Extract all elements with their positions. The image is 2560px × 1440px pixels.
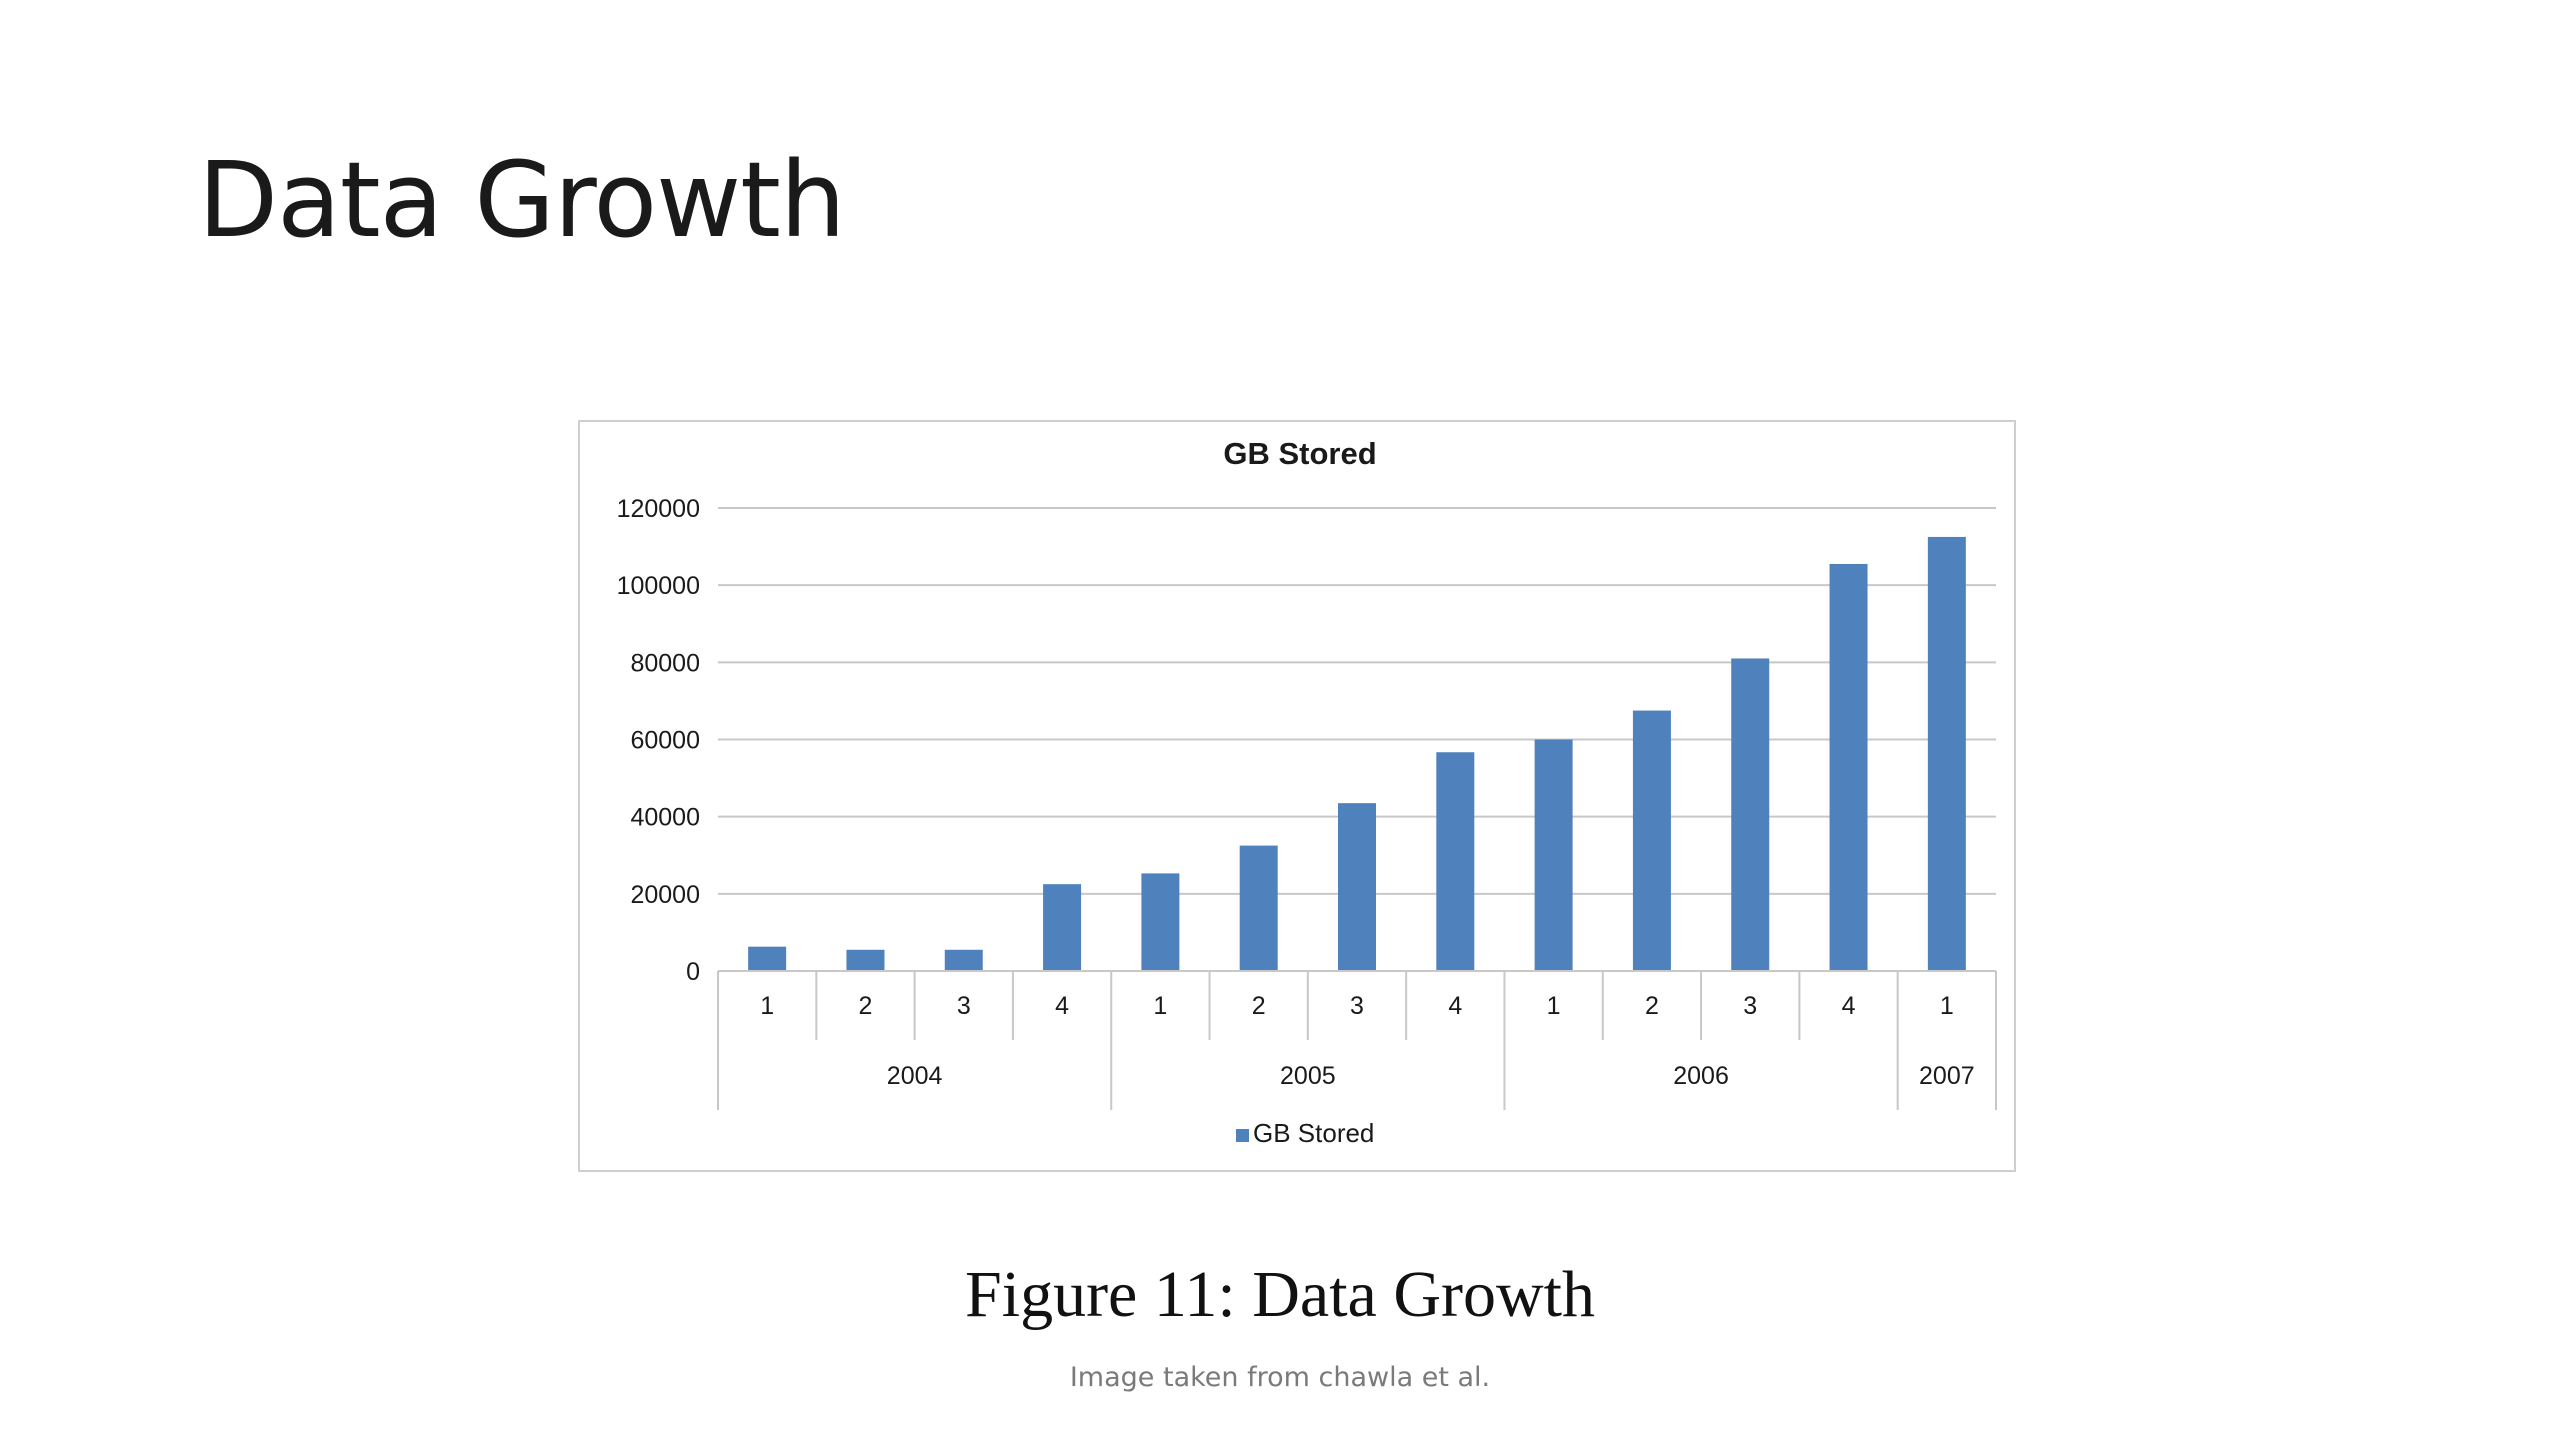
bar — [1043, 884, 1082, 971]
bar — [1927, 536, 1966, 971]
bar — [1534, 739, 1573, 971]
bar — [748, 946, 787, 971]
bar-chart: GB Stored 020000400006000080000100000120… — [617, 436, 1997, 1148]
x-group-label: 2005 — [1280, 1062, 1336, 1090]
x-category-label: 4 — [1448, 992, 1462, 1020]
bar — [1338, 803, 1376, 971]
x-axis: 1 2 3 4 1 2 3 4 1 2 3 4 1 2004 2005 2006 2007 — [717, 970, 1997, 1110]
y-axis-ticks: 0 20000 40000 60000 80000 100000 120000 — [617, 495, 700, 986]
chart-title: GB Stored — [1223, 436, 1376, 471]
x-category-label: 2 — [1252, 992, 1266, 1020]
bar — [1731, 658, 1770, 971]
x-category-label: 4 — [1842, 992, 1856, 1020]
slide-title: Data Growth — [198, 139, 846, 261]
x-category-label: 4 — [1055, 992, 1069, 1020]
x-category-label: 1 — [1153, 992, 1167, 1020]
bar — [846, 949, 885, 971]
grid-layer — [718, 507, 1996, 895]
bar — [1436, 752, 1475, 971]
y-tick-label: 100000 — [617, 572, 700, 600]
x-group-label: 2006 — [1673, 1062, 1729, 1090]
x-group-label: 2004 — [887, 1062, 943, 1090]
image-credit: Image taken from chawla et al. — [1069, 1362, 1491, 1393]
y-tick-label: 20000 — [630, 881, 700, 909]
bar — [1239, 845, 1278, 971]
chart-legend: GB Stored — [1236, 1118, 1374, 1148]
x-category-label: 3 — [1743, 992, 1757, 1020]
x-category-label: 3 — [957, 992, 971, 1020]
bar — [1141, 873, 1180, 971]
x-category-label: 3 — [1350, 992, 1364, 1020]
x-category-label: 1 — [1547, 992, 1561, 1020]
bar-layer — [748, 536, 1966, 971]
y-tick-label: 40000 — [630, 804, 700, 832]
bar — [1632, 710, 1671, 971]
y-tick-label: 0 — [686, 958, 700, 986]
y-tick-label: 120000 — [617, 495, 700, 523]
x-category-label: 2 — [1645, 992, 1659, 1020]
x-category-label: 1 — [760, 992, 774, 1020]
x-category-label: 2 — [859, 992, 873, 1020]
x-group-label: 2007 — [1919, 1062, 1975, 1090]
figure-caption: Figure 11: Data Growth — [965, 1258, 1595, 1331]
x-category-label: 1 — [1940, 992, 1954, 1020]
legend-label-gb-stored: GB Stored — [1253, 1118, 1374, 1148]
chart-frame: GB Stored 0 20000 40000 60000 80000 100000 120… — [578, 420, 2016, 1172]
bar — [1829, 563, 1868, 971]
y-tick-label: 60000 — [630, 727, 700, 755]
y-tick-label: 80000 — [630, 649, 700, 677]
bar — [944, 949, 983, 971]
legend-swatch — [1236, 1129, 1249, 1142]
